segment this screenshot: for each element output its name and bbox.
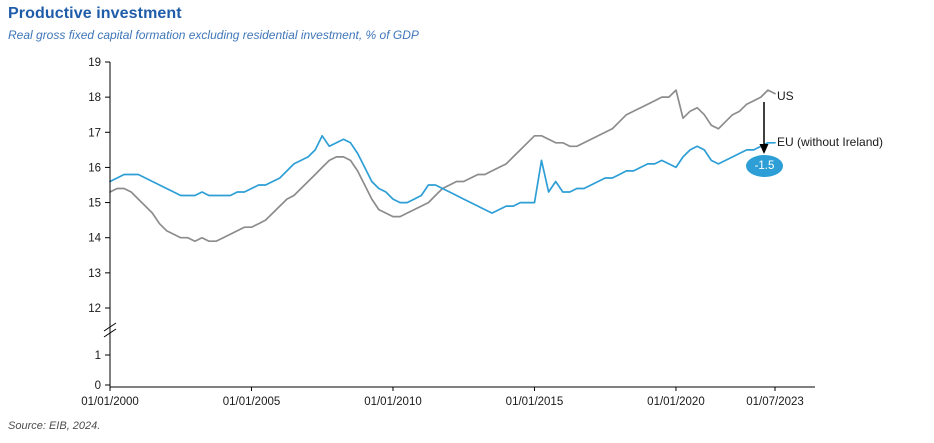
y-tick-label: 16 — [88, 162, 101, 174]
y-tick-label: 18 — [88, 92, 101, 104]
x-tick-label: 01/07/2023 — [746, 396, 804, 408]
y-tick-label: 13 — [88, 268, 101, 280]
page-title: Productive investment — [8, 5, 182, 22]
y-tick-label: 0 — [95, 380, 101, 392]
source-note: Source: EIB, 2024. — [8, 420, 101, 432]
series-line-us — [109, 89, 776, 243]
y-tick-label: 1 — [95, 350, 101, 362]
axis-break-mark — [103, 322, 117, 332]
axis-break-mark — [103, 328, 117, 338]
x-tick-label: 01/01/2020 — [647, 396, 705, 408]
x-tick-label: 01/01/2010 — [364, 396, 422, 408]
eu-series-label: EU (without Ireland) — [777, 135, 884, 149]
gap-arrow-head — [759, 144, 769, 154]
x-tick-label: 01/01/2015 — [506, 396, 564, 408]
series-line-eu — [109, 134, 776, 214]
y-tick-label: 14 — [88, 233, 101, 245]
y-tick-label: 15 — [88, 198, 101, 210]
y-tick-label: 17 — [88, 127, 101, 139]
page-subtitle: Real gross fixed capital formation exclu… — [8, 28, 419, 42]
y-tick-label: 19 — [88, 57, 101, 69]
gap-value-badge: -1.5 — [746, 155, 783, 177]
y-tick-label: 12 — [88, 303, 101, 315]
us-series-label: US — [777, 89, 794, 103]
x-tick-label: 01/01/2000 — [81, 396, 139, 408]
x-tick-label: 01/01/2005 — [223, 396, 281, 408]
